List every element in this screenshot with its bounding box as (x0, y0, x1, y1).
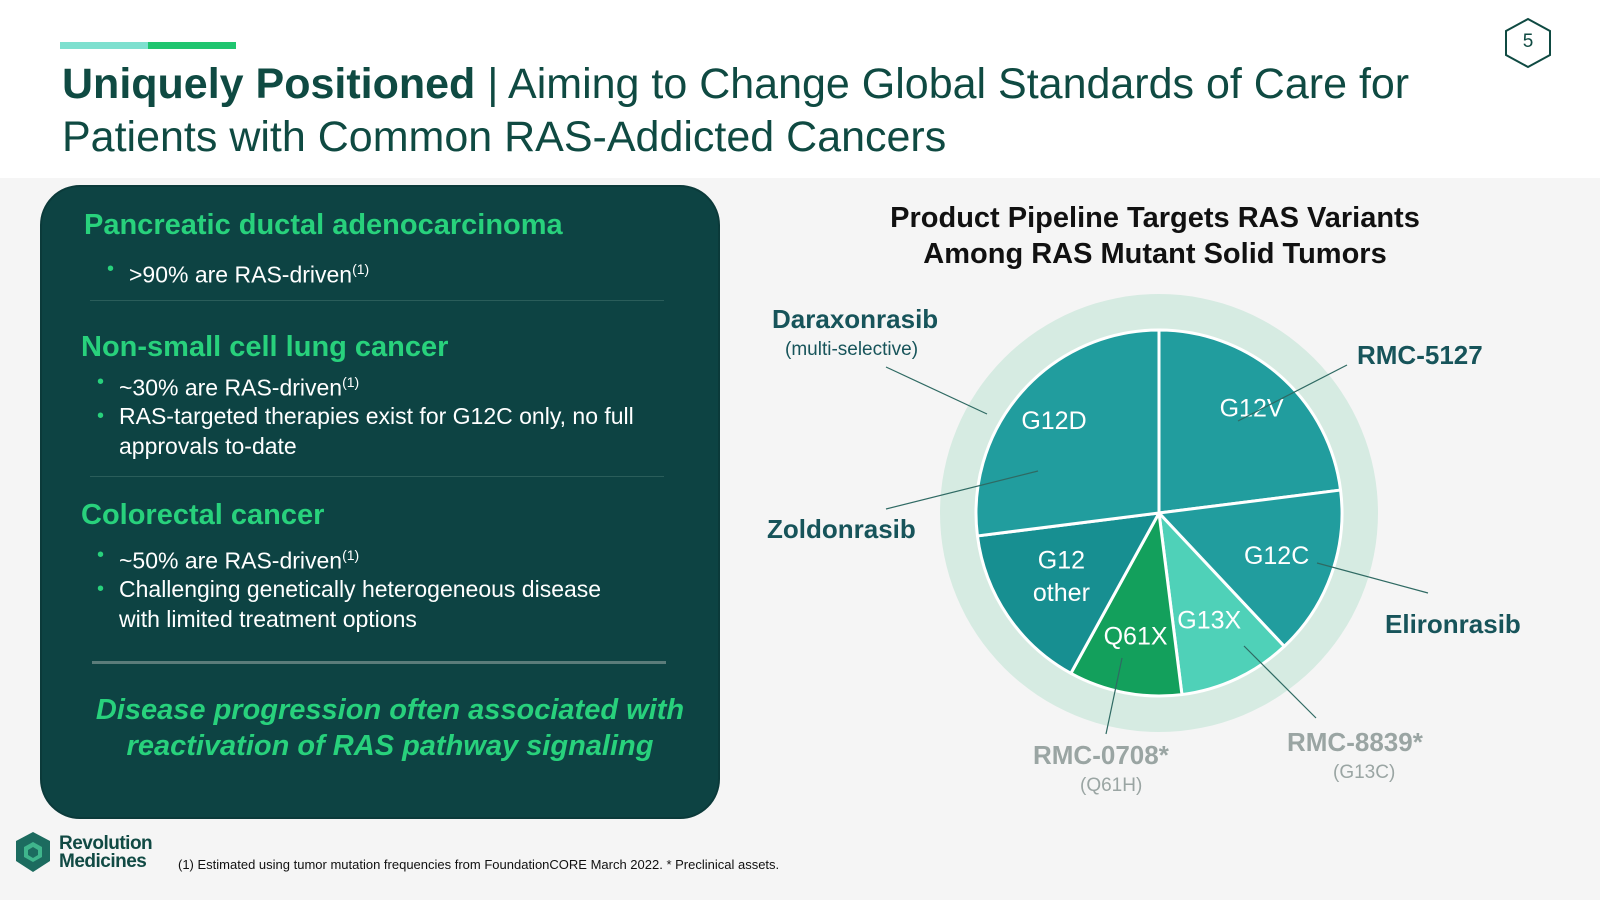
footnote: (1) Estimated using tumor mutation frequ… (178, 857, 780, 872)
drug-label-rmc-5127: RMC-5127 (1357, 340, 1483, 370)
drug-sub-rmc-0708: (Q61H) (1080, 775, 1143, 796)
callout-text: Disease progression often associated wit… (70, 692, 710, 764)
pie-slice-g12v (1157, 328, 1343, 515)
bullet-nsclc-1: • ~30% are RAS-driven(1) (97, 367, 360, 403)
callout-line2: reactivation of RAS pathway signaling (126, 730, 654, 762)
slice-label-g12-other: G12 other (1033, 547, 1090, 608)
leader-rmc-5127 (1237, 364, 1348, 422)
pie-slice-g12c (1157, 488, 1344, 648)
drug-label-rmc-0708: RMC-0708* (1033, 740, 1169, 770)
drug-label-daraxonrasib: Daraxonrasib (772, 304, 939, 334)
bullet-dot: • (97, 544, 105, 566)
bullet-text-line1: RAS-targeted therapies exist for G12C on… (119, 403, 634, 429)
indications-panel: Pancreatic ductal adenocarcinoma • >90% a… (40, 185, 720, 819)
bullet-crc-2: • Challenging genetically heterogeneous d… (97, 574, 602, 634)
bullet-dot: • (107, 258, 115, 280)
section-title-crc: Colorectal cancer (81, 499, 325, 531)
footnote-ref: (1) (342, 374, 360, 390)
drug-sub-rmc-8839: (G13C) (1333, 762, 1396, 783)
bullet-text-line1: Challenging genetically heterogeneous di… (119, 576, 602, 602)
bullet-dot: • (97, 371, 105, 393)
drug-label-elironrasib: Elironrasib (1385, 609, 1521, 639)
callout-line1: Disease progression often associated wit… (95, 694, 685, 726)
drug-label-rmc-8839: RMC-8839* (1287, 727, 1423, 757)
title-accent-bar (60, 42, 236, 49)
accent-bar-green (148, 42, 236, 49)
title-strong: Uniquely Positioned (62, 60, 476, 108)
leader-rmc-0708 (1105, 657, 1123, 735)
pie-slice-q61x (1069, 511, 1184, 698)
section-divider (90, 300, 664, 301)
slice-label-g13x: G13X (1177, 607, 1241, 635)
title-rest: Aiming to Change Global Standards of Car… (62, 60, 1410, 161)
drug-sub-daraxonrasib: (multi-selective) (785, 339, 919, 360)
section-divider (90, 476, 664, 477)
chart-title: Product Pipeline Targets RAS Variants Amo… (860, 200, 1450, 272)
pie-slice-g12d (974, 328, 1161, 538)
bullet-text: ~30% are RAS-driven (119, 374, 343, 401)
bullet-pdac-1: • >90% are RAS-driven(1) (107, 254, 370, 290)
callout-divider (92, 661, 666, 664)
page-number: 5 (1522, 31, 1534, 52)
bullet-dot: • (97, 405, 105, 427)
hexagon-icon (1505, 17, 1551, 69)
slice-label-g12v: G12V (1220, 395, 1284, 423)
bullet-text-line2: approvals to-date (119, 433, 297, 459)
pie-slice-g12-other (975, 511, 1161, 675)
bullet-text-line2: with limited treatment options (119, 606, 417, 632)
logo-mark-icon (16, 832, 50, 872)
slice-label-q61x: Q61X (1104, 623, 1168, 651)
section-title-pdac: Pancreatic ductal adenocarcinoma (84, 209, 563, 241)
accent-bar-light (60, 42, 148, 49)
slice-label-g12d: G12D (1021, 407, 1086, 435)
pie-slice-g13x (1157, 511, 1286, 697)
slide-title: Uniquely Positioned | Aiming to Change G… (62, 58, 1482, 164)
company-logo: Revolution Medicines (14, 830, 164, 874)
leader-zoldonrasib (885, 470, 1039, 510)
chart-title-line1: Product Pipeline Targets RAS Variants (890, 202, 1420, 234)
logo-text-line1: Revolution (59, 833, 153, 854)
footnote-ref: (1) (352, 261, 370, 277)
section-title-nsclc: Non-small cell lung cancer (81, 331, 449, 363)
bullet-text: >90% are RAS-driven (129, 261, 353, 288)
logo-text-line2: Medicines (59, 851, 147, 872)
drug-label-zoldonrasib: Zoldonrasib (767, 514, 916, 544)
slice-label-g12c: G12C (1244, 542, 1309, 570)
bullet-text: ~50% are RAS-driven (119, 547, 343, 574)
bullet-crc-1: • ~50% are RAS-driven(1) (97, 540, 360, 576)
leader-daraxonrasib (885, 366, 988, 415)
footnote-ref: (1) (342, 547, 360, 563)
chart-title-line2: Among RAS Mutant Solid Tumors (923, 238, 1387, 270)
page-number-badge: 5 (1503, 17, 1553, 69)
bullet-nsclc-2: • RAS-targeted therapies exist for G12C o… (97, 401, 634, 461)
bullet-dot: • (97, 578, 105, 600)
leader-rmc-8839 (1243, 645, 1317, 719)
title-separator: | (475, 60, 509, 108)
leader-elironrasib (1316, 562, 1429, 594)
